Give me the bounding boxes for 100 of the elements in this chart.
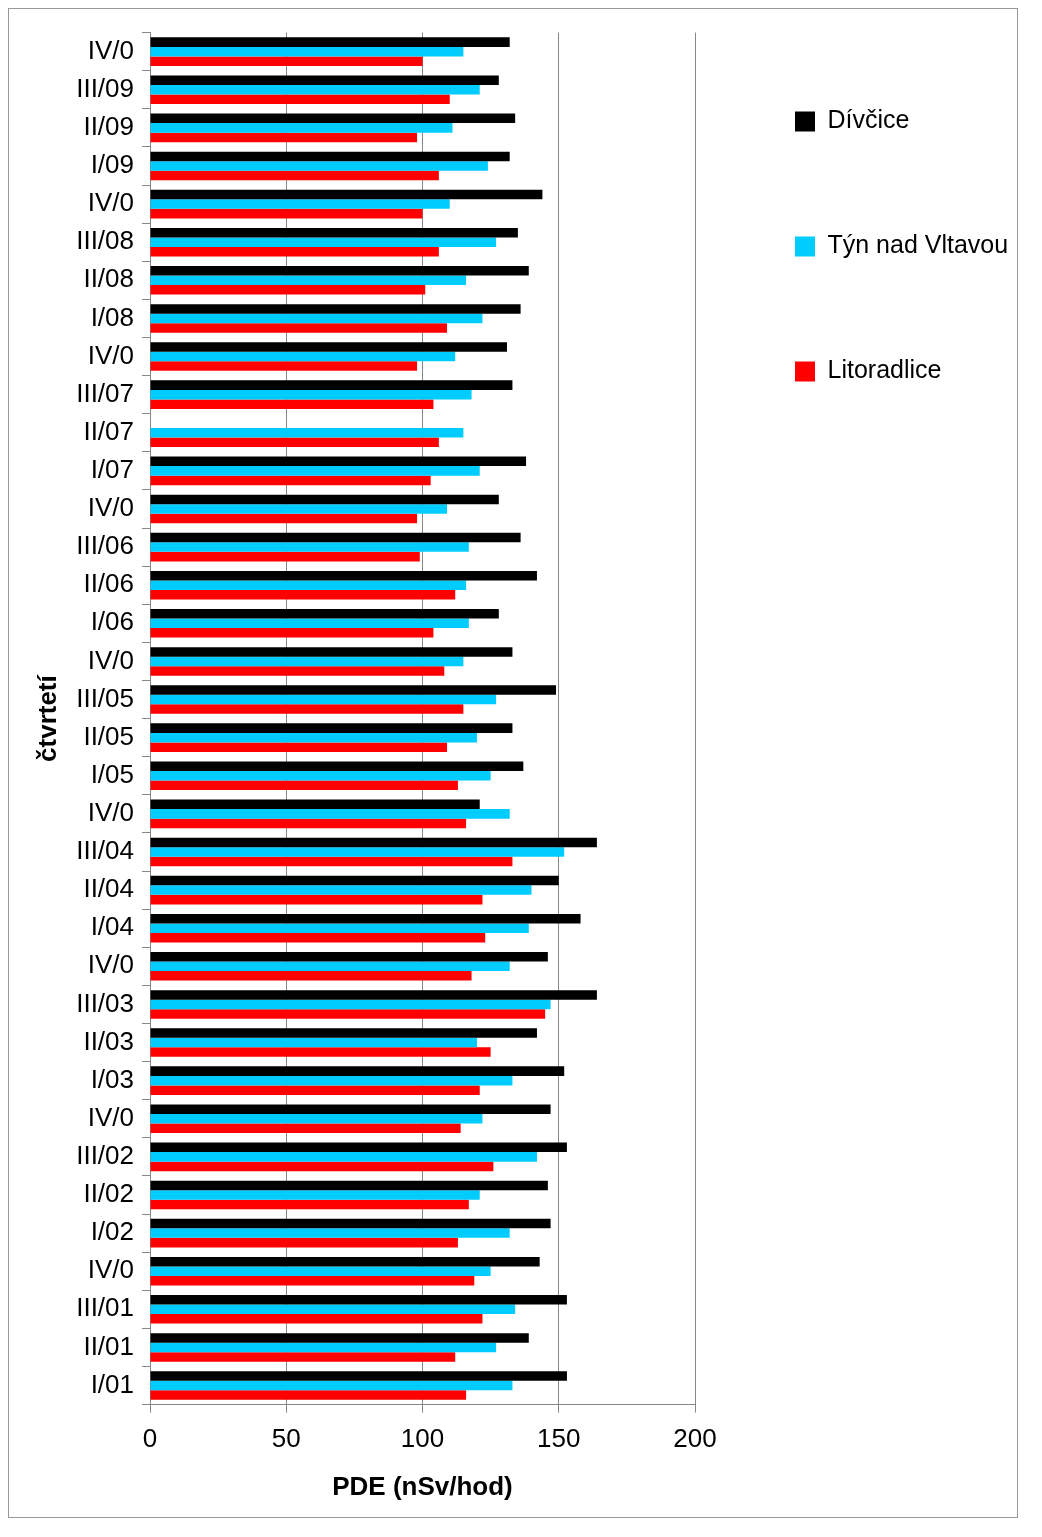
bar bbox=[150, 666, 445, 676]
bar bbox=[150, 1075, 513, 1086]
bar bbox=[150, 1085, 480, 1095]
y-tick-label: III/02 bbox=[76, 1140, 135, 1171]
bar bbox=[150, 732, 478, 743]
y-tick-label: II/07 bbox=[83, 415, 135, 446]
bar bbox=[150, 113, 516, 124]
bar bbox=[150, 799, 480, 810]
bar bbox=[150, 1123, 461, 1134]
bar bbox=[150, 761, 524, 771]
y-tick-label: IV/0 bbox=[87, 1254, 135, 1285]
y-tick-label: IV/0 bbox=[87, 797, 135, 828]
bar bbox=[150, 151, 510, 162]
bar bbox=[150, 1066, 565, 1076]
bar bbox=[150, 1295, 567, 1305]
y-tick-label: I/04 bbox=[90, 911, 135, 942]
y-tick-label: IV/0 bbox=[87, 949, 135, 980]
bar bbox=[150, 208, 423, 219]
y-tick-label: III/09 bbox=[76, 72, 135, 103]
y-tick-label: I/01 bbox=[90, 1368, 135, 1399]
bar bbox=[150, 246, 439, 257]
y-tick-label: I/03 bbox=[90, 1063, 135, 1094]
bar bbox=[150, 513, 418, 524]
y-tick-label: IV/0 bbox=[87, 187, 135, 218]
bar bbox=[150, 1275, 475, 1286]
x-axis-title: PDE (nSv/hod) bbox=[332, 1470, 513, 1501]
bar bbox=[150, 1237, 458, 1248]
bar bbox=[150, 275, 467, 286]
y-tick-label: IV/0 bbox=[87, 339, 135, 370]
y-tick-label: II/09 bbox=[83, 111, 135, 142]
bar bbox=[150, 1352, 456, 1362]
bar bbox=[150, 1218, 551, 1229]
bar bbox=[150, 771, 491, 781]
x-tick-label: 200 bbox=[673, 1423, 717, 1454]
y-tick-label: III/07 bbox=[76, 377, 135, 408]
bar bbox=[150, 266, 529, 276]
bar bbox=[150, 847, 565, 857]
legend-label: Týn nad Vltavou bbox=[827, 230, 1009, 259]
bar bbox=[150, 999, 551, 1010]
y-tick-label: IV/0 bbox=[87, 492, 135, 523]
y-tick-label: I/06 bbox=[90, 606, 135, 637]
bar bbox=[150, 399, 434, 409]
bar bbox=[150, 285, 426, 295]
bar bbox=[150, 75, 499, 85]
x-tick-label: 0 bbox=[142, 1423, 158, 1454]
y-tick-label: III/04 bbox=[76, 835, 135, 866]
legend-label: Litoradlice bbox=[827, 355, 942, 384]
bar bbox=[150, 1142, 567, 1153]
bar bbox=[150, 1028, 537, 1038]
bar bbox=[150, 199, 450, 209]
y-tick-label: III/06 bbox=[76, 530, 135, 561]
bar bbox=[150, 132, 418, 143]
legend-label: Dívčice bbox=[827, 105, 910, 134]
bar bbox=[150, 1114, 483, 1124]
y-tick-label: III/08 bbox=[76, 225, 135, 256]
y-axis-title: čtvrtetí bbox=[31, 674, 62, 762]
bar bbox=[150, 494, 499, 505]
x-tick-label: 150 bbox=[537, 1423, 581, 1454]
bar bbox=[150, 351, 456, 362]
bar bbox=[150, 437, 439, 448]
bar bbox=[150, 456, 527, 467]
bar bbox=[150, 475, 431, 486]
y-tick-label: II/01 bbox=[83, 1330, 135, 1361]
bar bbox=[150, 1256, 540, 1267]
bar bbox=[150, 466, 480, 476]
bar bbox=[150, 428, 464, 438]
bar bbox=[150, 923, 529, 933]
bar bbox=[150, 380, 513, 390]
bar bbox=[150, 1190, 480, 1200]
y-tick-label: II/04 bbox=[83, 873, 135, 904]
bar bbox=[150, 1371, 567, 1381]
bar bbox=[150, 1266, 491, 1276]
bar bbox=[150, 237, 497, 247]
bar bbox=[150, 46, 464, 57]
bar bbox=[150, 685, 557, 695]
bar bbox=[150, 304, 521, 314]
x-tick-label: 50 bbox=[271, 1423, 301, 1454]
y-tick-label: III/01 bbox=[76, 1292, 135, 1323]
bar bbox=[150, 361, 418, 371]
bar bbox=[150, 837, 597, 848]
y-tick-label: I/09 bbox=[90, 149, 135, 180]
bar bbox=[150, 618, 469, 629]
bar bbox=[150, 1390, 467, 1400]
y-tick-label: II/06 bbox=[83, 568, 135, 599]
bar bbox=[150, 123, 453, 133]
bar bbox=[150, 170, 439, 181]
bar bbox=[150, 389, 472, 400]
bar bbox=[150, 780, 458, 791]
bar bbox=[150, 609, 499, 619]
y-tick-label: IV/0 bbox=[87, 34, 135, 65]
bar bbox=[150, 1047, 491, 1057]
bar bbox=[150, 1380, 513, 1391]
bar bbox=[150, 1037, 478, 1048]
bar bbox=[150, 1180, 548, 1191]
bar bbox=[150, 589, 456, 600]
bar bbox=[150, 952, 548, 962]
bar bbox=[150, 323, 448, 333]
bar bbox=[150, 856, 513, 867]
y-tick-label: III/05 bbox=[76, 682, 135, 713]
y-tick-label: I/07 bbox=[90, 454, 135, 485]
